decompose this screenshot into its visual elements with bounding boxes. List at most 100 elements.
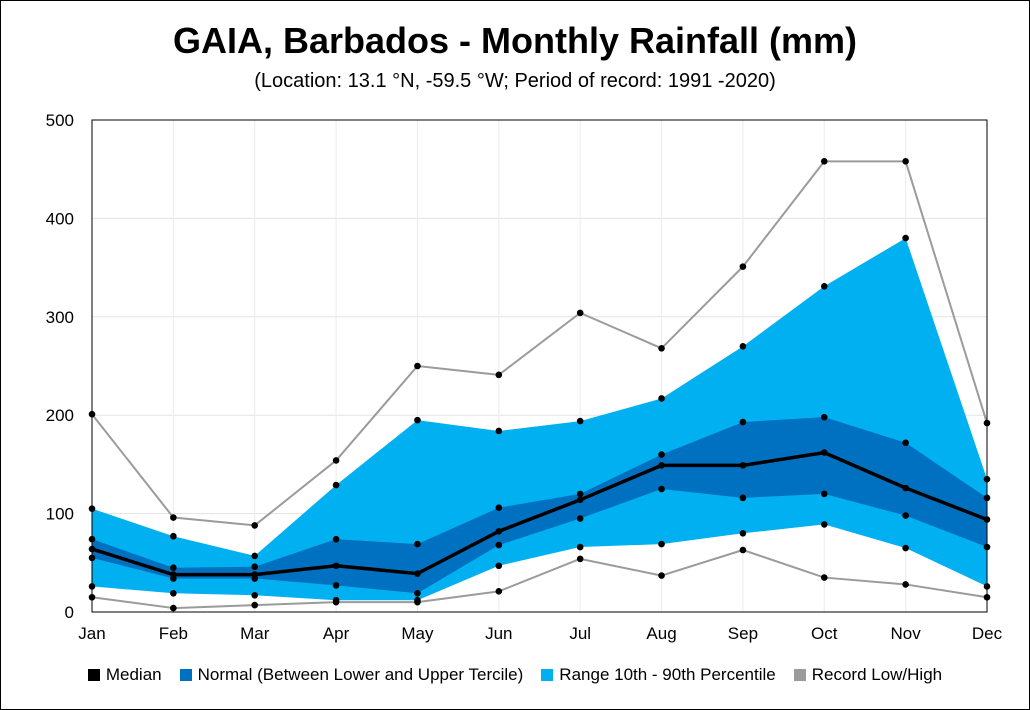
record-high-point — [332, 457, 340, 464]
x-tick-label: Nov — [891, 624, 922, 643]
normal-upper-point — [170, 564, 177, 572]
median-point — [414, 570, 421, 577]
normal-upper-point — [739, 418, 747, 426]
chart-title: GAIA, Barbados - Monthly Rainfall (mm) — [172, 20, 858, 61]
record-high-point — [170, 514, 177, 521]
record-low-point — [576, 555, 584, 563]
record-high-point — [576, 309, 584, 317]
normal-upper-point — [820, 413, 828, 421]
normal-upper-point — [414, 540, 421, 548]
range-lower-point — [495, 562, 503, 570]
record-high-point — [902, 158, 909, 165]
range-lower-point — [170, 590, 177, 597]
range-upper-point — [658, 395, 665, 402]
record-high-point — [658, 344, 665, 352]
median-point — [170, 571, 177, 578]
range-upper-point — [414, 416, 421, 424]
record-low-point — [251, 601, 259, 609]
axis-layer: 0 100 200 300 400 500 Jan Feb Mar Apr May Jun Jul Aug… — [46, 111, 1003, 643]
y-tick-label: 300 — [46, 308, 74, 327]
record-low-point — [170, 604, 177, 612]
normal-upper-point — [902, 439, 909, 447]
range-upper-point — [495, 427, 503, 435]
y-tick-label: 0 — [65, 603, 74, 622]
legend-label-median: Median — [105, 665, 162, 684]
record-high-point — [820, 158, 828, 165]
median-point — [902, 484, 909, 492]
record-low-point — [902, 581, 909, 588]
legend-swatch-record — [793, 669, 806, 681]
range-upper-point — [902, 234, 909, 242]
record-high-point — [414, 362, 421, 370]
range-upper-point — [170, 532, 177, 540]
legend-label-normal: Normal (Between Lower and Upper Tercile) — [197, 665, 524, 684]
record-low-point — [658, 572, 665, 579]
y-tick-label: 400 — [46, 209, 74, 228]
range-upper-point — [820, 282, 828, 290]
legend-swatch-range — [541, 669, 554, 681]
normal-lower-point — [332, 582, 340, 589]
x-tick-label: Dec — [972, 624, 1003, 643]
record-high-point — [495, 371, 503, 379]
legend-item-median: Median — [87, 665, 162, 685]
legend: Median Normal (Between Lower and Upper T… — [0, 665, 1030, 685]
normal-upper-point — [251, 563, 259, 571]
normal-lower-point — [576, 515, 584, 522]
x-tick-label: Mar — [240, 624, 270, 643]
range-lower-point — [576, 543, 584, 551]
normal-lower-point — [739, 494, 747, 502]
point-layer — [88, 158, 991, 612]
x-tick-label: Feb — [159, 624, 188, 643]
range-upper-point — [251, 552, 259, 560]
legend-swatch-normal — [179, 669, 192, 681]
range-lower-point — [251, 591, 259, 599]
record-low-point — [739, 546, 747, 554]
plot-border — [91, 119, 988, 613]
x-tick-label: Jan — [78, 624, 105, 643]
area-layer — [92, 238, 987, 601]
median-line — [91, 450, 988, 577]
x-tick-label: Jul — [569, 624, 591, 643]
legend-item-range: Range 10th - 90th Percentile — [541, 665, 776, 685]
legend-item-record: Record Low/High — [793, 665, 943, 685]
legend-swatch-median — [87, 669, 100, 681]
x-tick-label: Aug — [646, 624, 676, 643]
normal-lower-point — [658, 485, 665, 493]
record-high-point — [739, 263, 747, 270]
record-high-point — [251, 522, 259, 529]
record-low-point — [332, 598, 340, 606]
median-point — [739, 462, 747, 469]
record-low-line — [91, 549, 988, 610]
normal-upper-point — [658, 451, 665, 458]
median-point — [576, 496, 584, 504]
legend-item-normal: Normal (Between Lower and Upper Tercile) — [179, 665, 524, 685]
legend-label-range: Range 10th - 90th Percentile — [559, 665, 776, 684]
line-layer — [91, 160, 988, 610]
normal-lower-point — [820, 490, 828, 498]
y-tick-label: 100 — [46, 505, 74, 524]
median-point — [251, 571, 259, 578]
y-tick-label: 200 — [46, 406, 74, 425]
x-tick-label: Apr — [323, 624, 350, 643]
median-point — [332, 562, 340, 570]
range-lower-point — [739, 529, 747, 537]
chart-svg: 0 100 200 300 400 500 Jan Feb Mar Apr May Jun Jul Aug… — [46, 111, 1003, 643]
range-lower-point — [820, 521, 828, 528]
x-tick-label: Oct — [811, 624, 838, 643]
normal-upper-point — [332, 535, 340, 543]
median-point — [495, 528, 503, 535]
normal-upper-point — [576, 490, 584, 498]
record-high-line — [91, 160, 988, 527]
record-low-point — [414, 598, 421, 606]
legend-label-record: Record Low/High — [811, 665, 943, 684]
normal-lower-point — [902, 512, 909, 519]
band-range — [92, 238, 987, 601]
normal-lower-point — [414, 590, 421, 597]
chart-subtitle: (Location: 13.1 °N, -59.5 °W; Period of … — [254, 70, 776, 92]
median-point — [658, 462, 665, 469]
normal-lower-point — [495, 541, 503, 549]
median-point — [820, 449, 828, 456]
range-lower-point — [658, 540, 665, 548]
range-upper-point — [576, 417, 584, 425]
range-lower-point — [902, 544, 909, 552]
